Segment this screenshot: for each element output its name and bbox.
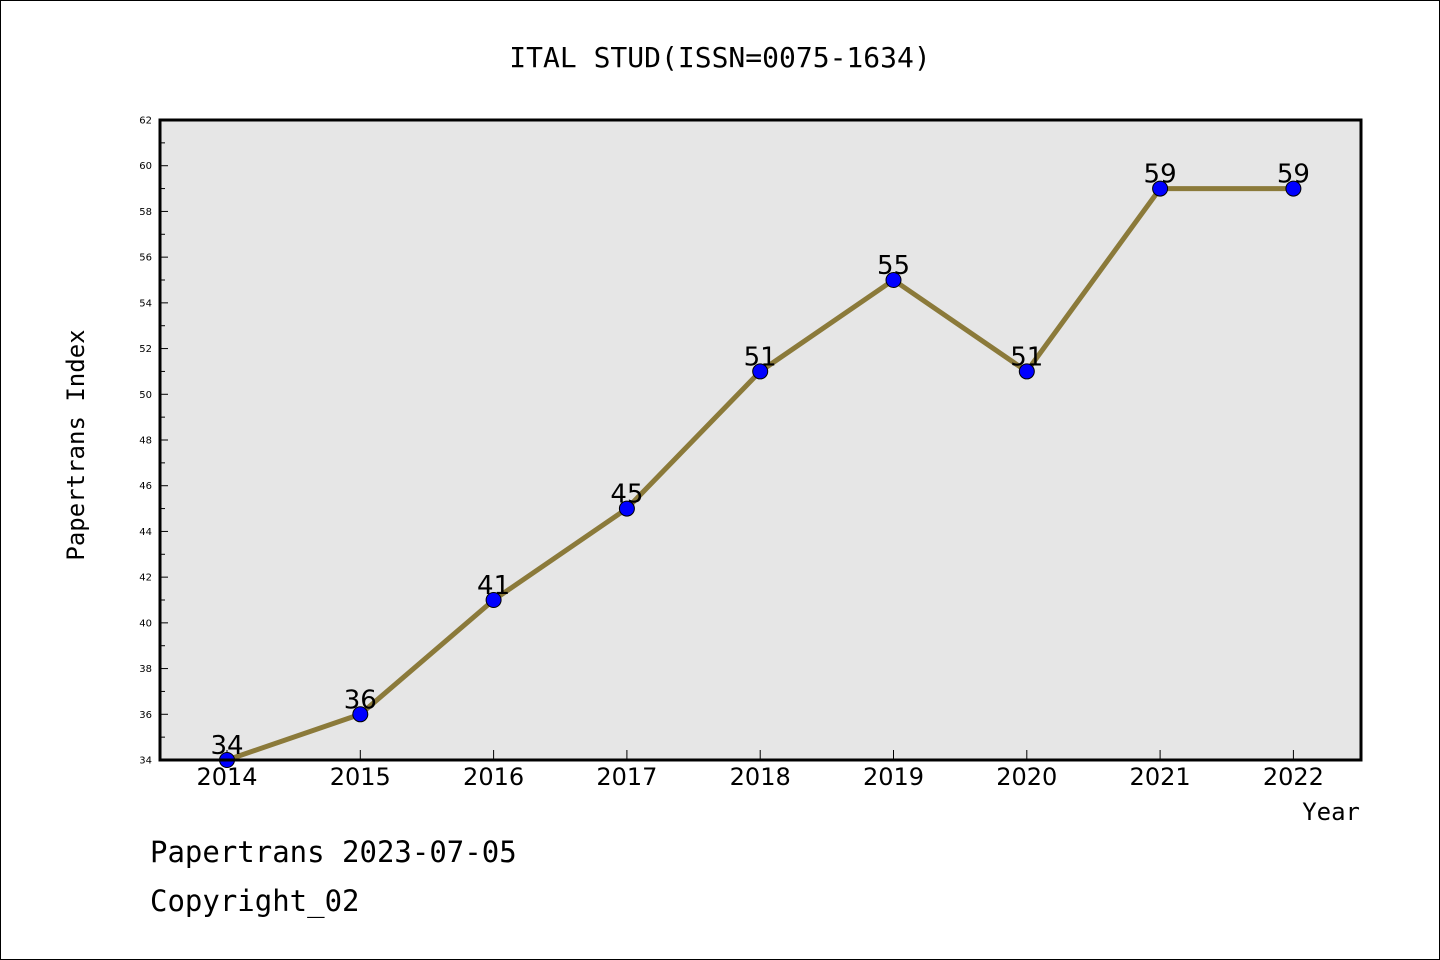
x-tick-label: 2021 — [1130, 763, 1191, 791]
data-point — [885, 272, 902, 288]
x-axis-title: Year — [1302, 798, 1360, 826]
data-label: 51 — [1010, 342, 1043, 372]
y-tick-label: 58 — [139, 207, 152, 218]
y-tick-label: 40 — [139, 618, 152, 629]
x-tick-label: 2017 — [596, 763, 657, 791]
data-point — [1152, 180, 1169, 197]
y-tick-label: 56 — [139, 253, 152, 264]
y-tick-label: 52 — [139, 344, 152, 355]
data-labels: 34 36 41 45 51 55 51 59 59 — [210, 160, 1309, 761]
x-axis: 2014 2015 2016 2017 2018 2019 2020 2021 2022 — [196, 750, 1324, 791]
data-point — [618, 500, 635, 517]
y-tick-label: 50 — [139, 390, 152, 401]
data-point — [1285, 180, 1302, 197]
x-tick-label: 2018 — [730, 763, 791, 791]
data-label: 36 — [344, 685, 377, 715]
x-tick-label: 2016 — [463, 763, 524, 791]
x-tick-label: 2015 — [330, 763, 391, 791]
data-markers — [219, 180, 1302, 768]
y-tick-label: 34 — [139, 756, 152, 767]
y-tick-label: 60 — [139, 161, 152, 172]
data-point — [352, 706, 369, 723]
y-axis-title: Papertrans Index — [62, 329, 90, 560]
chart-title: ITAL STUD(ISSN=0075-1634) — [509, 41, 930, 74]
y-tick-label: 38 — [139, 664, 152, 675]
y-tick-label: 54 — [139, 298, 152, 309]
data-label: 41 — [477, 571, 510, 601]
footer-date: Papertrans 2023-07-05 — [150, 835, 517, 869]
y-tick-label: 46 — [139, 481, 152, 492]
y-tick-label: 62 — [139, 116, 152, 127]
x-tick-label: 2022 — [1263, 763, 1324, 791]
plot-area — [160, 120, 1361, 760]
data-label: 59 — [1144, 160, 1177, 190]
x-tick-label: 2019 — [863, 763, 924, 791]
data-point — [485, 592, 502, 608]
y-tick-label: 36 — [139, 710, 152, 721]
x-tick-label: 2020 — [996, 763, 1057, 791]
data-point — [1018, 363, 1035, 380]
data-point — [752, 363, 769, 380]
y-tick-label: 42 — [139, 573, 152, 584]
plot-border — [158, 118, 1363, 762]
data-label: 34 — [210, 731, 243, 761]
data-label: 45 — [610, 480, 643, 510]
data-label: 51 — [744, 342, 777, 372]
footer-copyright: Copyright_02 — [150, 884, 360, 918]
data-label: 55 — [877, 251, 910, 281]
data-label: 59 — [1277, 160, 1310, 190]
y-tick-label: 48 — [139, 436, 152, 447]
y-tick-label: 44 — [139, 527, 152, 538]
